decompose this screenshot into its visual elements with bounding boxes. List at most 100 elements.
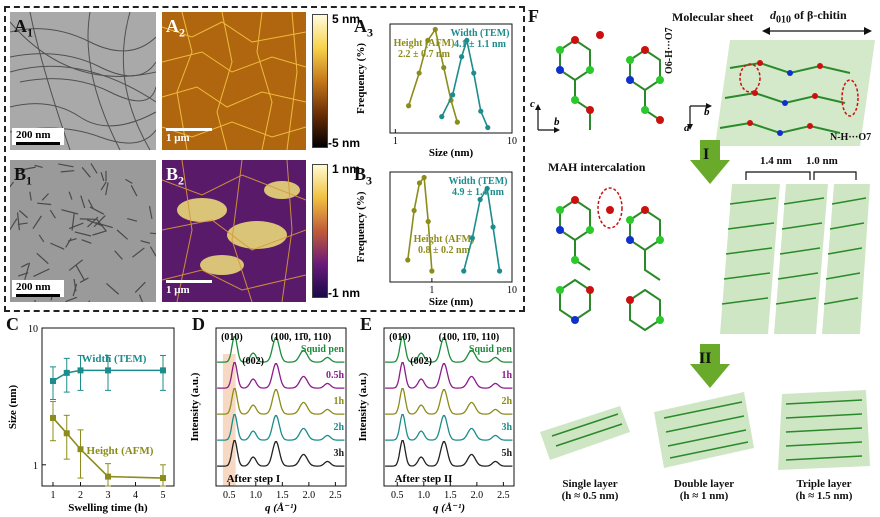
f-double-layer [654, 392, 754, 468]
c-xtick-label: 2 [78, 490, 83, 501]
panel-label-b2-sub: 2 [178, 173, 185, 188]
d-xtick-label: 2.5 [329, 490, 342, 501]
b1-fibril [74, 231, 92, 237]
a3-xtick-label: 1 [393, 136, 398, 147]
b1-fibril [125, 178, 133, 184]
b1-fibril [86, 219, 104, 227]
d-xrd-trace [217, 335, 345, 363]
c-plot-frame [41, 327, 175, 487]
panel-label-a3-sub: 3 [367, 25, 373, 40]
f-single-layer [540, 406, 630, 460]
d-xrd-trace [217, 439, 345, 467]
b3-point [496, 268, 503, 274]
a2-afm-image [162, 12, 306, 150]
e-plot-frame [383, 327, 515, 487]
d-xtick-label: 1.0 [250, 490, 263, 501]
f-d010-arrow [762, 27, 872, 35]
b1-fibril [79, 277, 89, 283]
a1-scalebar: 200 nm [12, 128, 64, 145]
c-xtick-label: 4 [133, 490, 138, 501]
f-molecule-top-left [556, 31, 664, 130]
panel-label-a2-sub: 2 [179, 25, 185, 40]
b1-fibril [32, 215, 42, 230]
e-trace-label: 5h [501, 448, 512, 459]
d-trace-label: Squid pen [301, 344, 345, 355]
f-axes-cb: c b [530, 98, 562, 136]
b1-fibril [95, 222, 113, 229]
b1-fibril [24, 262, 31, 280]
f-axis-b: b [554, 116, 560, 128]
a3-point [406, 103, 412, 109]
a3-histogram-chart: 1 10 Size (nm) Frequency (%) Height (AFM)2.2… [355, 23, 517, 159]
b1-fibril [116, 229, 129, 240]
f-axis-c: c [530, 98, 535, 110]
e-xrd-trace [385, 439, 513, 467]
a3-legend-value: 2.2 ± 0.7 nm [398, 49, 451, 60]
d-trace-label: 1h [333, 396, 344, 407]
f-d010-rest: of β-chitin [791, 8, 847, 22]
b1-fibril [138, 294, 143, 302]
b1-fibril [61, 209, 79, 215]
b3-point [416, 180, 423, 186]
b1-fibril [149, 246, 156, 257]
d-trace-label: 0.5h [326, 370, 345, 381]
b-colorbar-top: 1 nm [332, 162, 361, 176]
panel-label-e: E [360, 314, 373, 334]
a3-point [416, 70, 422, 76]
f-double-layer-h: (h ≈ 1 nm) [679, 490, 729, 502]
c-xtick-label: 3 [106, 490, 111, 501]
b1-fibril [100, 172, 105, 182]
b1-fibril [65, 296, 78, 302]
a3-point [485, 124, 491, 131]
panel-label-a1: A1 [14, 16, 33, 41]
panel-label-c: C [6, 314, 19, 334]
f-layered-stack [720, 184, 870, 334]
b1-fibril [132, 247, 145, 258]
e-xrd-trace [385, 335, 513, 363]
panel-label-b1-text: B [14, 164, 27, 184]
b1-fibril [16, 212, 21, 231]
c-size-vs-time-chart: 1 2 3 4 5 1 10 Swelling time (h) Size (nm) Width … [7, 324, 175, 514]
ab-dashed-border [4, 6, 525, 312]
panel-label-b1-sub: 1 [26, 173, 33, 188]
f-axis-b2: b [704, 106, 710, 118]
e-trace-label: 1h [501, 370, 512, 381]
f-double-layer-name: Double layer [673, 478, 735, 490]
e-trace-label: 3h [501, 422, 512, 433]
d-xtick-label: 0.5 [223, 490, 236, 501]
e-xrd-trace [385, 361, 513, 389]
d-xtick-label: 1.5 [276, 490, 289, 501]
f-hbond-o6h-label: O6-H···O7 [664, 27, 675, 74]
b2-afm-image [162, 160, 306, 302]
b3-point [461, 268, 467, 274]
b-colorbar-bottom: -1 nm [328, 286, 361, 300]
panel-label-f: F [528, 6, 539, 26]
a1-tem-image [10, 12, 156, 150]
a3-point [425, 37, 431, 43]
b3-series-line-0 [406, 175, 433, 272]
d-footer: After step I [227, 473, 281, 485]
a3-ylabel: Frequency (%) [355, 43, 367, 114]
b1-fibril [20, 262, 29, 268]
a1-scalebar-text: 200 nm [16, 129, 51, 141]
b1-fibril [87, 199, 94, 210]
a3-legend-value: 4.1 ± 1.1 nm [454, 39, 507, 50]
e-footer: After step II [395, 473, 453, 485]
d-ylabel: Intensity (a.u.) [189, 372, 201, 441]
c-point [50, 414, 56, 421]
a3-point [478, 108, 484, 114]
a2-scalebar: 1 μm [166, 128, 212, 144]
e-xtick-label: 2.0 [471, 490, 484, 501]
a3-plot-frame [389, 23, 513, 134]
f-triple-layer-h: (h ≈ 1.5 nm) [795, 490, 853, 502]
b1-fibril [10, 218, 18, 231]
c-ytick-label: 1 [33, 461, 38, 472]
e-trace-label: Squid pen [469, 344, 513, 355]
c-ytick-label: 10 [28, 324, 38, 335]
e-xrd-chart: 0.5 1.0 1.5 2.0 2.5 q (Å⁻¹) Intensity (a.u.) 5h… [357, 327, 515, 514]
b1-fibril [81, 167, 91, 178]
b3-legend-value: 0.8 ± 0.2 nm [418, 245, 471, 256]
f-step-ii-label: II [699, 350, 712, 367]
b3-point [425, 218, 431, 225]
c-point [63, 369, 70, 376]
